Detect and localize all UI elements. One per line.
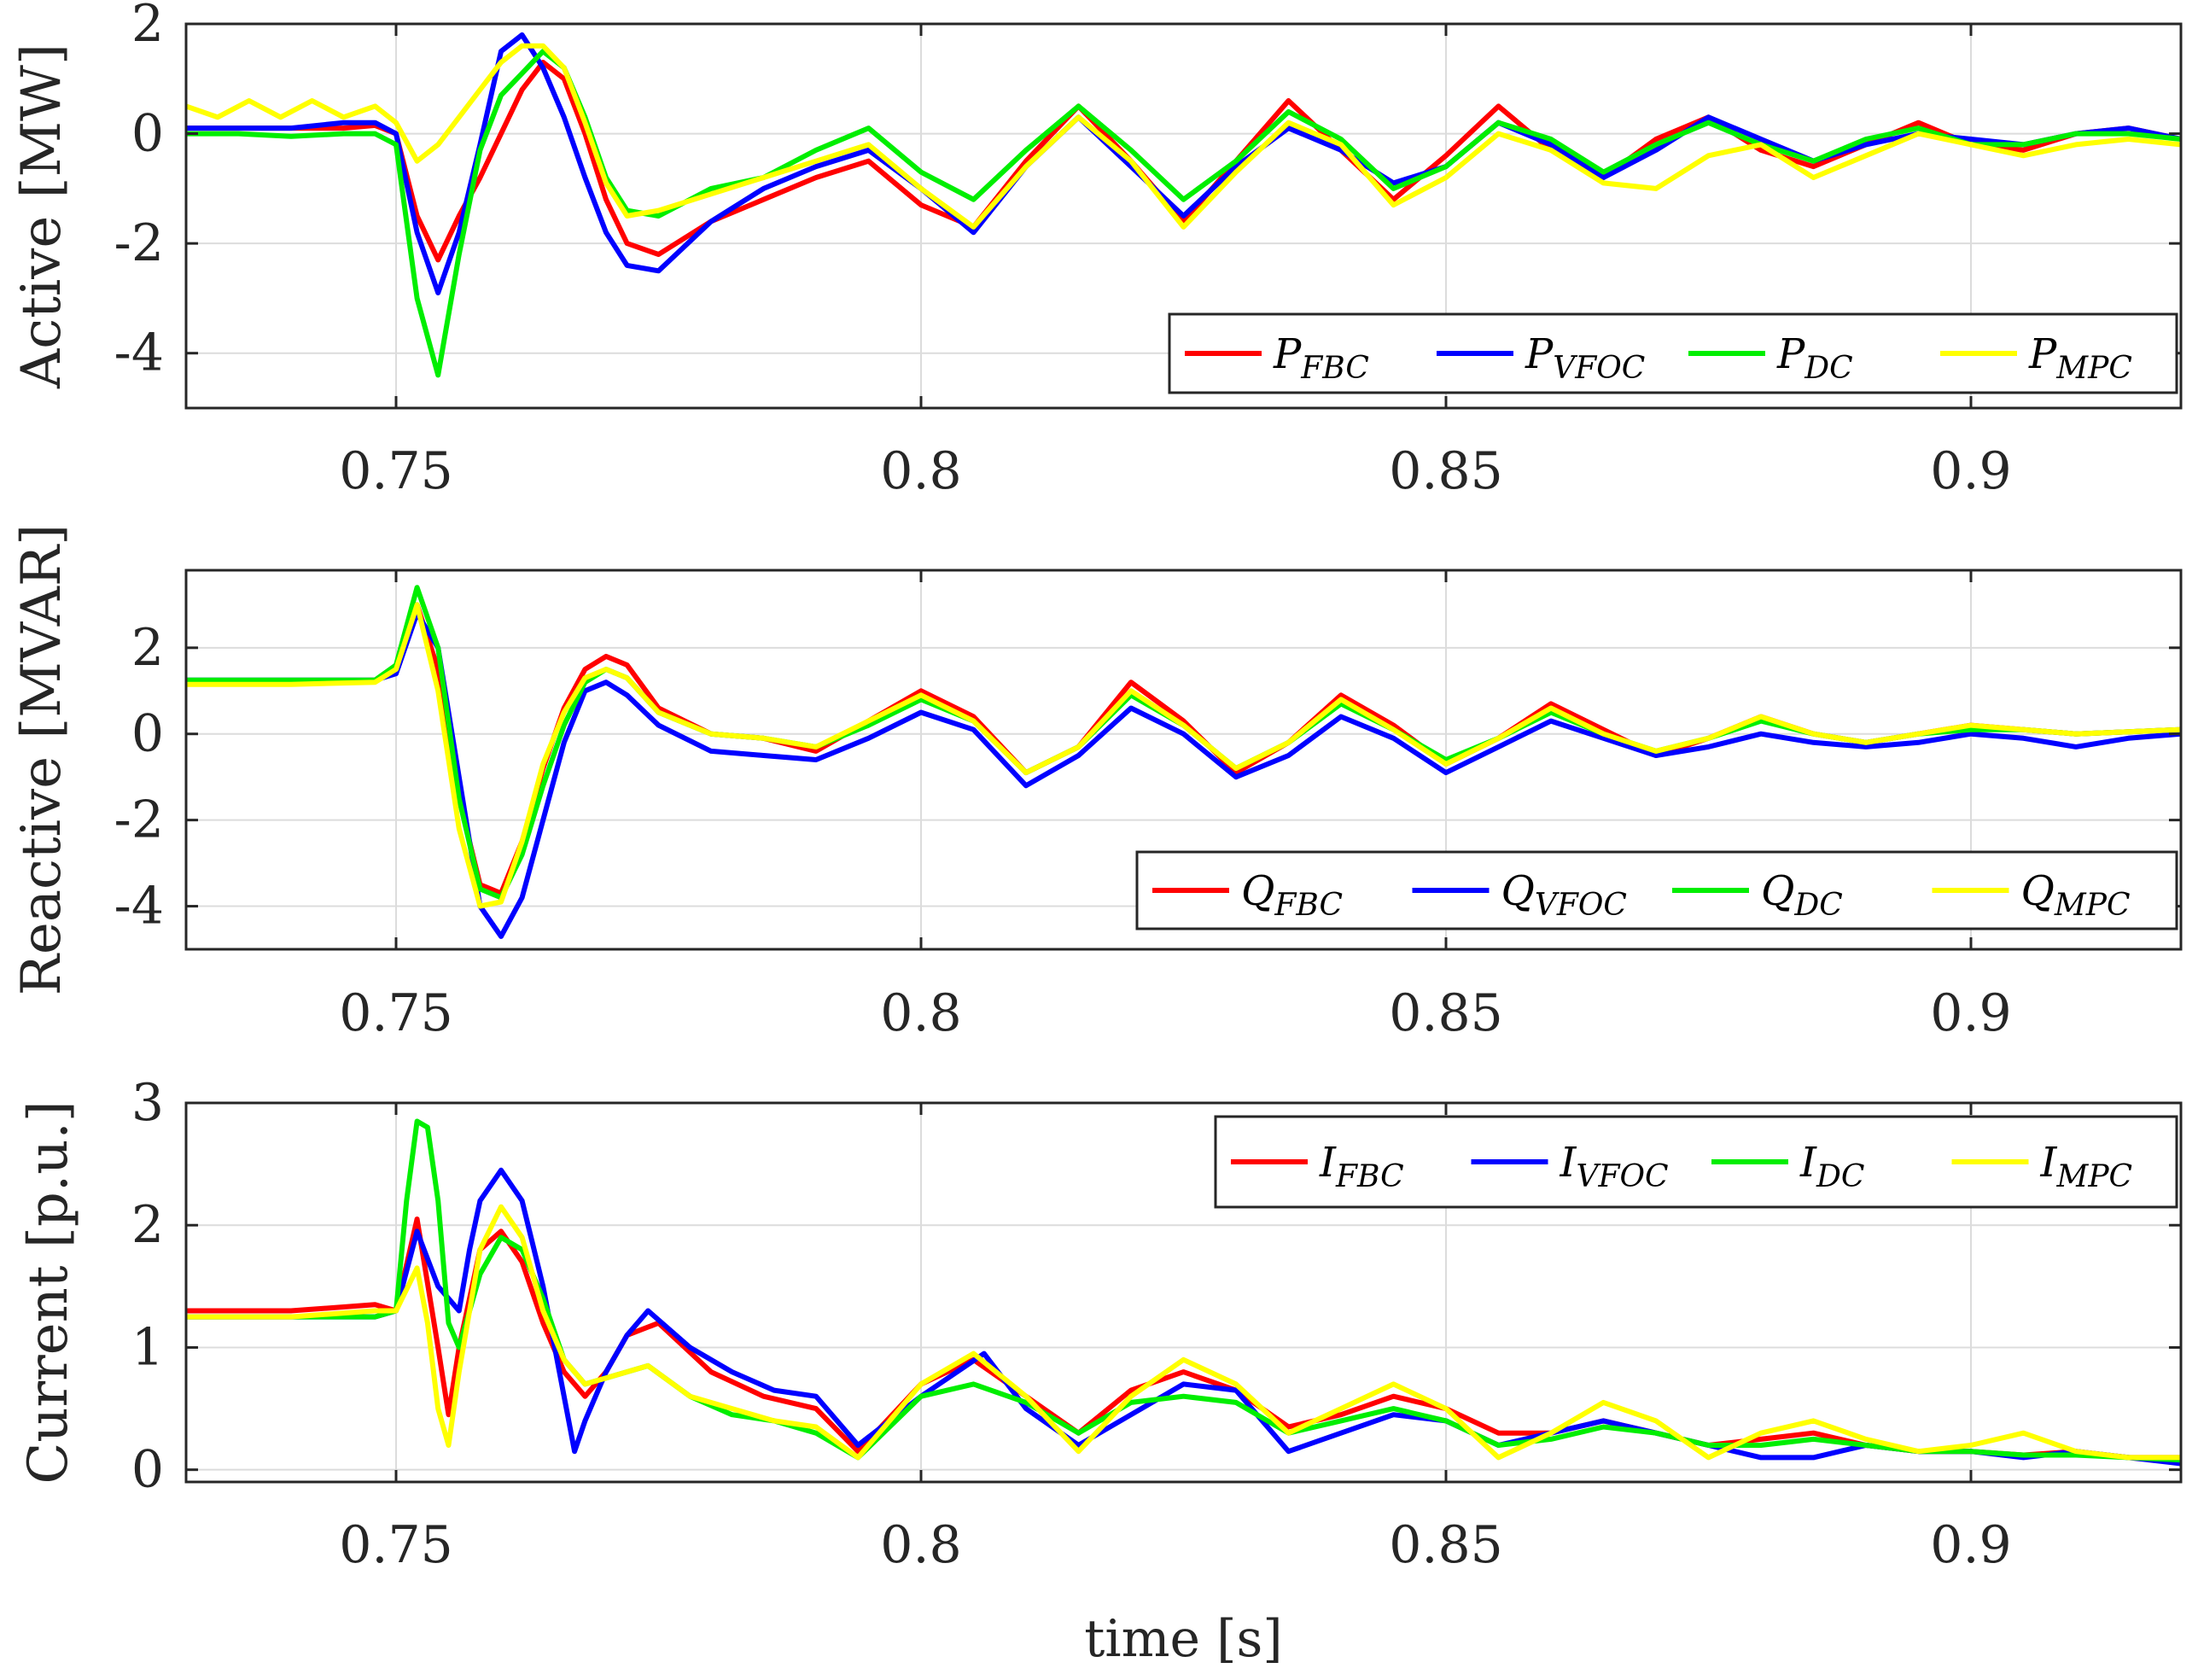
- legend-entry-subscript: DC: [1816, 1159, 1864, 1194]
- legend-entry: IMPC: [2040, 1139, 2133, 1194]
- legend-entry-main: P: [1525, 330, 1554, 378]
- legend-entry: QVFOC: [1501, 867, 1627, 923]
- axes-box: [184, 22, 2183, 410]
- y-tick-label: -4: [114, 877, 164, 936]
- y-axis-label: Reactive [MVAR]: [10, 524, 73, 995]
- series-line-i-vfoc: [186, 1167, 2181, 1467]
- y-axis-label: Active [MW]: [10, 44, 73, 389]
- series-line-i-dc: [186, 1118, 2181, 1463]
- legend: PFBC PVFOC PDC PMPC: [1168, 312, 2178, 394]
- legend-entry-main: I: [1319, 1139, 1337, 1187]
- legend-entry-subscript: MPC: [2055, 351, 2132, 386]
- legend-entry-main: I: [2040, 1139, 2058, 1187]
- legend-entry-main: Q: [1501, 867, 1535, 915]
- y-tick-label: 1: [131, 1317, 164, 1377]
- legend-entry: PDC: [1776, 330, 1853, 386]
- legend-entry: PMPC: [2028, 330, 2132, 386]
- legend-entry: PVFOC: [1525, 330, 1645, 386]
- legend-entry: QDC: [1761, 867, 1843, 923]
- series-line-p-mpc: [186, 43, 2181, 230]
- legend-entry-main: I: [1799, 1139, 1817, 1187]
- y-tick-label: -4: [114, 324, 164, 383]
- x-tick-label: 0.8: [880, 983, 961, 1043]
- x-tick-label: 0.85: [1389, 983, 1503, 1043]
- current-panel: 0.75 0.8 0.85 0.9 0 1 2 3 Current [p.u.] time [s]…: [17, 1073, 2183, 1669]
- series-line-p-dc: [186, 49, 2181, 378]
- x-tick-label: 0.9: [1930, 1515, 2011, 1575]
- series-line-i-mpc: [186, 1204, 2181, 1461]
- legend-entry: IFBC: [1319, 1139, 1404, 1194]
- series-group: [186, 32, 2181, 378]
- axes-box: [184, 569, 2183, 951]
- legend: QFBC QVFOC QDC QMPC: [1135, 850, 2178, 930]
- legend-entry-subscript: VFOC: [1576, 1159, 1668, 1194]
- legend-entry-subscript: FBC: [1335, 1159, 1404, 1194]
- series-line-q-vfoc: [186, 610, 2181, 939]
- x-tick-label: 0.75: [339, 983, 453, 1043]
- y-tick-label: -2: [114, 790, 164, 850]
- x-tick-label: 0.75: [339, 441, 453, 501]
- x-axis-label: time [s]: [1084, 1609, 1282, 1669]
- series-group: [186, 1118, 2181, 1467]
- legend-entry-subscript: VFOC: [1553, 351, 1645, 386]
- series-line-p-fbc: [186, 60, 2181, 263]
- series-line-q-mpc: [186, 602, 2181, 909]
- legend-entry-main: P: [1776, 330, 1805, 378]
- legend-entry: IVFOC: [1560, 1139, 1669, 1194]
- x-tick-label: 0.9: [1930, 983, 2011, 1043]
- legend-entry-subscript: MPC: [2054, 888, 2131, 923]
- x-tick-label: 0.75: [339, 1515, 453, 1575]
- legend-entry-subscript: FBC: [1300, 351, 1369, 386]
- y-tick-label: 0: [131, 104, 164, 164]
- legend-entry: QFBC: [1241, 867, 1343, 923]
- legend-entry-subscript: DC: [1793, 888, 1842, 923]
- x-tick-label: 0.8: [880, 441, 961, 501]
- legend-entry-subscript: VFOC: [1535, 888, 1627, 923]
- y-axis-label: Current [p.u.]: [17, 1100, 80, 1484]
- legend-entry-main: P: [2028, 330, 2057, 378]
- series-group: [186, 585, 2181, 939]
- x-tick-label: 0.85: [1389, 441, 1503, 501]
- legend-entry-main: I: [1560, 1139, 1577, 1187]
- y-tick-label: 2: [131, 1195, 164, 1255]
- legend-entry-main: Q: [2021, 867, 2055, 915]
- legend-entry-subscript: FBC: [1274, 888, 1343, 923]
- legend-entry-main: Q: [1241, 867, 1274, 915]
- legend-entry-main: Q: [1761, 867, 1794, 915]
- legend: IFBC IVFOC IDC IMPC: [1214, 1115, 2178, 1209]
- x-tick-label: 0.85: [1389, 1515, 1503, 1575]
- y-tick-label: 2: [131, 0, 164, 54]
- axes-box: [184, 1101, 2183, 1484]
- legend-entry-subscript: DC: [1804, 351, 1852, 386]
- y-tick-label: 3: [131, 1073, 164, 1133]
- series-line-p-vfoc: [186, 32, 2181, 295]
- legend-entry: PFBC: [1273, 330, 1369, 386]
- x-tick-label: 0.8: [880, 1515, 961, 1575]
- legend-box: [1168, 312, 2178, 394]
- y-tick-label: 2: [131, 618, 164, 678]
- y-tick-label: 0: [131, 1440, 164, 1500]
- legend-entry: QMPC: [2021, 867, 2131, 923]
- x-tick-label: 0.9: [1930, 441, 2011, 501]
- legend-entry-main: P: [1273, 330, 1302, 378]
- series-line-i-fbc: [186, 1216, 2181, 1461]
- legend-entry: IDC: [1799, 1139, 1864, 1194]
- y-tick-label: 0: [131, 704, 164, 764]
- y-tick-label: -2: [114, 213, 164, 273]
- legend-entry-subscript: MPC: [2055, 1159, 2132, 1194]
